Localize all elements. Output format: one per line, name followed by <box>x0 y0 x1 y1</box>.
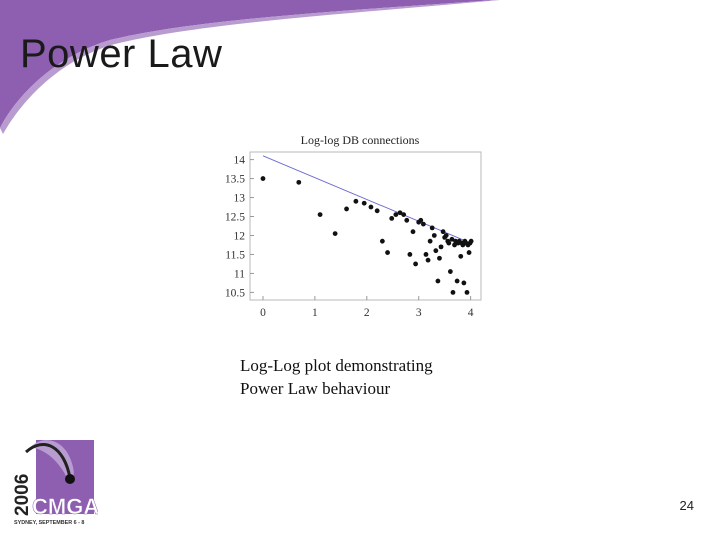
x-tick-label: 2 <box>364 307 370 319</box>
data-point <box>344 206 349 212</box>
logo-comet-arc <box>25 443 72 479</box>
header-swoosh <box>0 0 500 134</box>
data-point <box>452 242 457 248</box>
data-point <box>418 217 424 223</box>
data-point <box>425 257 431 263</box>
data-point <box>374 208 380 214</box>
data-point <box>401 212 407 218</box>
data-point <box>443 233 449 238</box>
y-tick-label: 13 <box>234 193 246 205</box>
data-point <box>447 269 453 274</box>
data-point <box>379 238 385 244</box>
data-point <box>397 210 403 216</box>
data-point <box>260 176 266 181</box>
caption-line-1: Log-Log plot demonstrating <box>240 356 433 375</box>
data-point <box>423 252 429 257</box>
x-tick-label: 3 <box>416 307 422 319</box>
data-point <box>353 198 359 204</box>
data-point <box>435 278 441 284</box>
logo-comet-trail <box>28 440 74 484</box>
chart-title: Log-log DB connections <box>301 133 420 147</box>
data-point <box>433 248 439 254</box>
logo-tagline: SYDNEY, SEPTEMBER 6 - 8 <box>14 520 84 526</box>
data-point <box>361 200 367 206</box>
data-point <box>420 221 426 227</box>
data-point <box>466 250 472 255</box>
slide-title: Power Law <box>20 32 223 76</box>
x-tick-label: 0 <box>260 307 266 319</box>
y-tick-label: 10.5 <box>225 287 245 299</box>
data-point <box>431 233 437 238</box>
data-point <box>437 255 442 261</box>
data-point <box>464 290 470 295</box>
y-tick-label: 12 <box>234 230 246 242</box>
data-point <box>296 179 302 185</box>
chart-svg: Log-log DB connections 10.51111.51212.51… <box>225 133 482 319</box>
y-tick-label: 11 <box>234 268 245 280</box>
data-point <box>389 216 395 221</box>
data-point <box>461 280 467 286</box>
data-point <box>446 240 452 246</box>
plot-frame <box>249 151 482 301</box>
y-tick-label: 12.5 <box>225 212 245 224</box>
data-point <box>468 238 474 244</box>
data-point <box>440 229 446 235</box>
y-tick-label: 13.5 <box>225 174 245 186</box>
data-point <box>332 231 338 236</box>
data-point <box>404 217 410 223</box>
data-point <box>427 238 433 244</box>
data-point <box>393 212 399 218</box>
page-number: 24 <box>679 498 694 513</box>
x-tick-label: 4 <box>468 307 474 319</box>
data-point <box>449 236 455 242</box>
fit-line <box>262 155 471 244</box>
cmga-logo: 2006 CMGA SYDNEY, SEPTEMBER 6 - 8 <box>12 440 98 526</box>
scatter-chart: Log-log DB connections 10.5 11 11.5 12 12.5 1… <box>206 128 488 324</box>
data-point <box>429 225 435 231</box>
logo-year: 2006 <box>12 474 33 516</box>
data-point <box>407 252 413 257</box>
data-point <box>385 250 390 255</box>
data-point <box>317 212 323 218</box>
caption-line-2: Power Law behaviour <box>240 379 391 398</box>
figure-caption: Log-Log plot demonstrating Power Law beh… <box>240 354 433 400</box>
data-point <box>450 290 456 295</box>
data-point <box>438 244 444 250</box>
x-tick-label: 1 <box>312 307 318 319</box>
logo-name: CMGA <box>32 494 98 519</box>
data-point <box>458 253 464 259</box>
y-tick-label: 14 <box>234 155 246 167</box>
data-point <box>368 204 374 210</box>
data-point <box>454 278 460 284</box>
y-tick-label: 11.5 <box>225 249 245 261</box>
logo-comet-head <box>65 474 75 484</box>
data-point <box>413 261 418 267</box>
data-point <box>410 229 416 235</box>
